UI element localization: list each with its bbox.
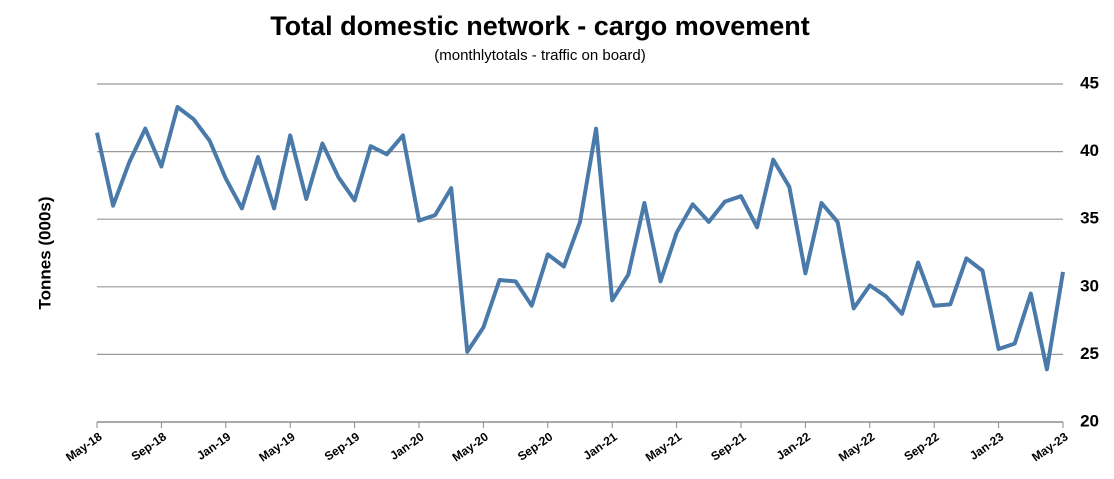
x-tick-label: May-21 [643, 429, 685, 464]
x-tick-label: Jan-20 [387, 429, 426, 462]
x-tick-label: May-22 [836, 429, 878, 464]
x-tick-label: May-20 [450, 429, 492, 464]
chart-subtitle: (monthlytotals - traffic on board) [434, 47, 645, 64]
y-tick-label: 45 [1080, 73, 1099, 92]
y-tick-label: 40 [1080, 141, 1099, 160]
x-tick-label: Sep-20 [515, 429, 556, 463]
x-tick-label: Jan-19 [194, 429, 233, 462]
x-tick-label: Jan-21 [581, 429, 620, 462]
y-tick-label: 35 [1080, 209, 1099, 228]
y-tick-label: 20 [1080, 411, 1099, 430]
x-tick-label: May-19 [256, 429, 298, 464]
x-tick-label: Jan-23 [967, 429, 1006, 462]
y-tick-label: 30 [1080, 276, 1099, 295]
x-tick-label: Sep-22 [901, 429, 942, 463]
y-axis-label: Tonnes (000s) [35, 196, 54, 309]
x-tick-label: Sep-19 [322, 429, 363, 463]
data-line [95, 105, 1065, 372]
x-tick-label: Sep-18 [129, 429, 170, 463]
chart-title: Total domestic network - cargo movement [270, 11, 810, 41]
x-tick-label: May-18 [63, 429, 105, 464]
x-tick-label: May-23 [1029, 429, 1071, 464]
y-tick-label: 25 [1080, 344, 1099, 363]
x-tick-label: Jan-22 [774, 429, 813, 462]
x-tick-label: Sep-21 [708, 429, 749, 463]
